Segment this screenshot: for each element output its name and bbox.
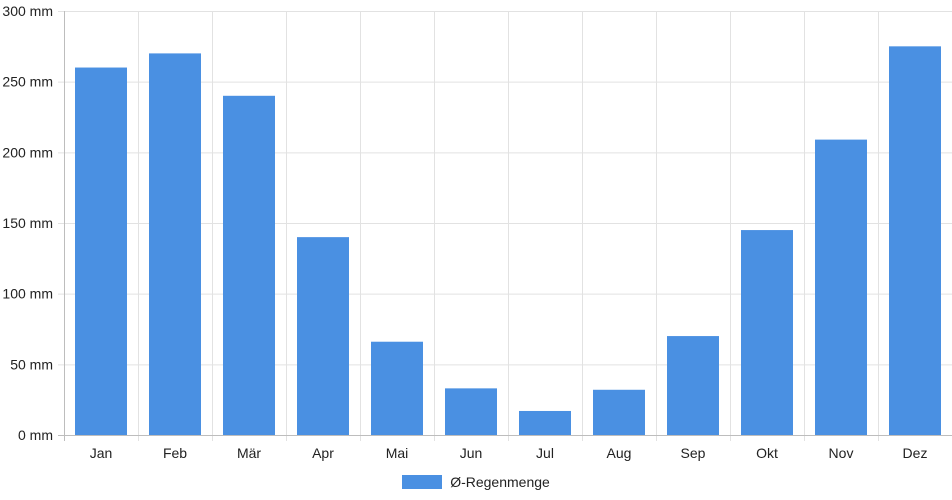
bar xyxy=(593,389,645,435)
x-tick-label: Okt xyxy=(756,445,778,461)
x-tick-label: Mär xyxy=(237,445,261,461)
y-tick-label: 100 mm xyxy=(2,286,53,302)
x-tick-label: Jun xyxy=(460,445,483,461)
x-tick-label: Feb xyxy=(163,445,187,461)
bar xyxy=(149,53,201,436)
legend-label: Ø-Regenmenge xyxy=(450,474,550,490)
bar xyxy=(371,341,423,435)
y-tick-label: 300 mm xyxy=(2,3,53,19)
x-tick-label: Aug xyxy=(607,445,632,461)
bar xyxy=(741,230,793,435)
y-tick-label: 0 mm xyxy=(18,427,53,443)
x-tick-label: Mai xyxy=(386,445,409,461)
bar xyxy=(519,410,571,435)
bar-chart: 0 mm 50 mm 100 mm 150 mm 200 mm 250 mm 300 mm J… xyxy=(2,3,952,461)
x-tick-label: Apr xyxy=(312,445,334,461)
x-tick-label: Nov xyxy=(829,445,854,461)
y-tick-label: 250 mm xyxy=(2,74,53,90)
legend-swatch xyxy=(402,475,443,489)
x-tick-label: Sep xyxy=(681,445,706,461)
y-tick-label: 150 mm xyxy=(2,215,53,231)
chart-legend[interactable]: Ø-Regenmenge xyxy=(0,472,952,492)
x-tick-label: Jul xyxy=(536,445,554,461)
bar xyxy=(75,67,127,436)
bar xyxy=(667,336,719,435)
bar xyxy=(445,388,497,435)
bar xyxy=(297,237,349,435)
bar xyxy=(889,46,941,435)
y-tick-label: 50 mm xyxy=(10,356,53,372)
bar xyxy=(815,139,867,435)
y-tick-label: 200 mm xyxy=(2,144,53,160)
x-tick-label: Jan xyxy=(90,445,113,461)
bar xyxy=(223,95,275,436)
x-tick-label: Dez xyxy=(903,445,928,461)
